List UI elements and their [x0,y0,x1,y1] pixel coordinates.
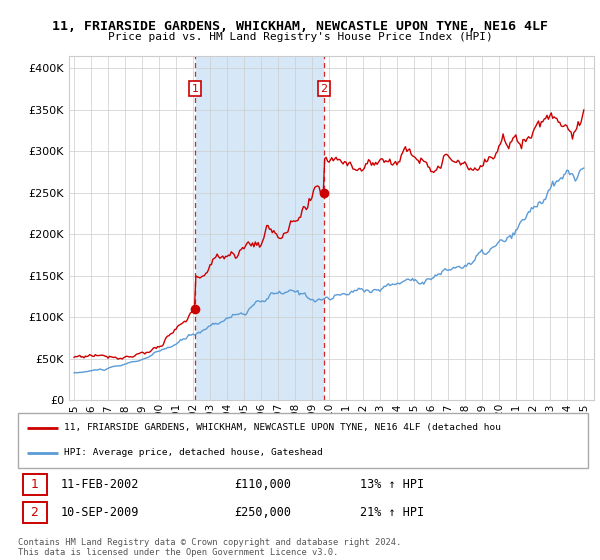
Text: 2: 2 [320,83,328,94]
Text: 11, FRIARSIDE GARDENS, WHICKHAM, NEWCASTLE UPON TYNE, NE16 4LF: 11, FRIARSIDE GARDENS, WHICKHAM, NEWCAST… [52,20,548,32]
Text: 1: 1 [191,83,199,94]
Bar [23,474,47,495]
Text: 21% ↑ HPI: 21% ↑ HPI [360,506,424,519]
Bar [23,502,47,523]
Text: HPI: Average price, detached house, Gateshead: HPI: Average price, detached house, Gate… [64,449,322,458]
Text: 1: 1 [31,478,38,491]
Text: Price paid vs. HM Land Registry's House Price Index (HPI): Price paid vs. HM Land Registry's House … [107,32,493,43]
Text: Contains HM Land Registry data © Crown copyright and database right 2024.
This d: Contains HM Land Registry data © Crown c… [18,538,401,557]
Text: £250,000: £250,000 [235,506,292,519]
Text: £110,000: £110,000 [235,478,292,491]
Text: 10-SEP-2009: 10-SEP-2009 [61,506,139,519]
Text: 11-FEB-2002: 11-FEB-2002 [61,478,139,491]
Text: 2: 2 [31,506,38,519]
Text: 13% ↑ HPI: 13% ↑ HPI [360,478,424,491]
Text: 11, FRIARSIDE GARDENS, WHICKHAM, NEWCASTLE UPON TYNE, NE16 4LF (detached hou: 11, FRIARSIDE GARDENS, WHICKHAM, NEWCAST… [64,423,500,432]
